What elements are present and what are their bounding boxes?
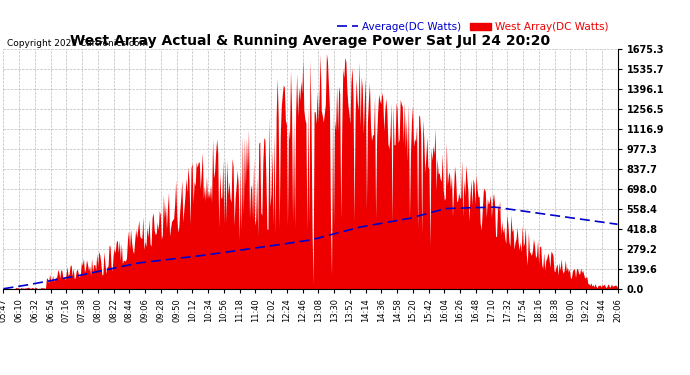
Legend: Average(DC Watts), West Array(DC Watts): Average(DC Watts), West Array(DC Watts) [333, 18, 612, 36]
Text: Copyright 2021 Cartronics.com: Copyright 2021 Cartronics.com [7, 39, 148, 48]
Title: West Array Actual & Running Average Power Sat Jul 24 20:20: West Array Actual & Running Average Powe… [70, 34, 551, 48]
